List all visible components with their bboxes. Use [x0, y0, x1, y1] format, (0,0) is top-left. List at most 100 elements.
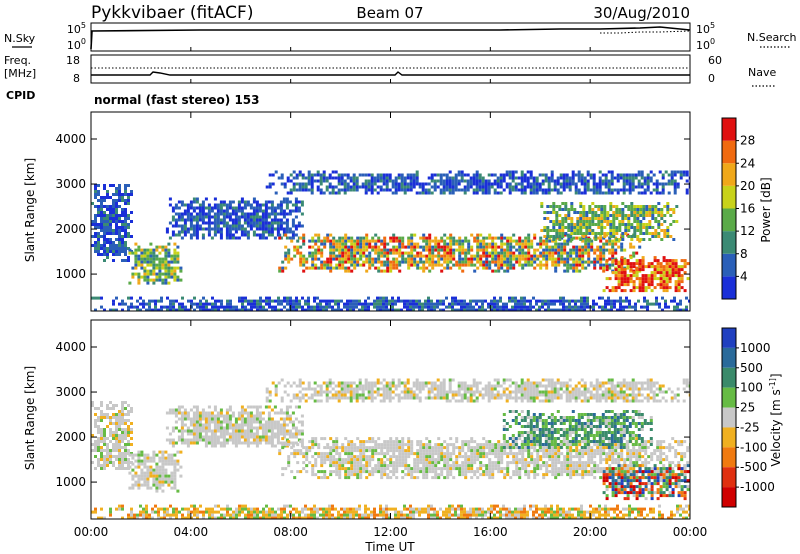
- heatmap-cell: [449, 245, 453, 249]
- heatmap-cell: [491, 260, 495, 264]
- heatmap-cell: [575, 260, 579, 264]
- heatmap-cell: [355, 185, 359, 189]
- heatmap-cell: [428, 260, 432, 264]
- heatmap-cell: [476, 251, 480, 255]
- heatmap-cell: [385, 305, 388, 309]
- heatmap-cell: [464, 248, 468, 252]
- heatmap-cell: [216, 426, 220, 430]
- heatmap-cell: [271, 182, 275, 186]
- heatmap-cell: [680, 265, 684, 269]
- heatmap-cell: [294, 435, 298, 439]
- heatmap-cell: [490, 387, 494, 391]
- heatmap-cell: [526, 381, 530, 385]
- heatmap-cell: [558, 226, 562, 229]
- heatmap-cell: [349, 393, 353, 397]
- heatmap-cell: [118, 232, 121, 235]
- heatmap-cell: [94, 247, 97, 250]
- heatmap-cell: [457, 299, 460, 303]
- heatmap-cell: [180, 435, 184, 439]
- heatmap-cell: [677, 271, 681, 275]
- heatmap-cell: [596, 254, 600, 258]
- heatmap-cell: [106, 220, 109, 223]
- heatmap-cell: [654, 217, 658, 220]
- heatmap-cell: [201, 429, 205, 433]
- heatmap-cell: [606, 217, 610, 220]
- heatmap-cell: [195, 435, 199, 439]
- heatmap-cell: [352, 390, 356, 394]
- heatmap-cell: [572, 236, 576, 240]
- heatmap-cell: [641, 268, 645, 272]
- heatmap-cell: [246, 426, 250, 430]
- heatmap-cell: [581, 236, 585, 240]
- heatmap-cell: [276, 203, 280, 207]
- heatmap-cell: [158, 459, 162, 463]
- heatmap-cell: [562, 302, 565, 306]
- heatmap-cell: [301, 173, 305, 177]
- heatmap-cell: [252, 438, 256, 442]
- heatmap-cell: [413, 257, 417, 261]
- heatmap-cell: [415, 299, 418, 303]
- heatmap-cell: [127, 428, 130, 431]
- heatmap-cell: [478, 393, 482, 397]
- heatmap-cell: [592, 185, 596, 189]
- heatmap-cell: [100, 229, 103, 232]
- heatmap-cell: [662, 271, 666, 275]
- heatmap-cell: [338, 263, 342, 267]
- heatmap-cell: [373, 390, 377, 394]
- heatmap-cell: [400, 188, 404, 192]
- heatmap-cell: [536, 248, 540, 252]
- heatmap-cell: [250, 302, 253, 306]
- heatmap-cell: [127, 419, 130, 422]
- heatmap-cell: [649, 302, 652, 306]
- heatmap-cell: [574, 302, 577, 306]
- heatmap-cell: [228, 233, 232, 237]
- heatmap-cell: [395, 263, 399, 267]
- heatmap-cell: [241, 302, 244, 306]
- heatmap-cell: [642, 226, 646, 229]
- heatmap-cell: [240, 429, 244, 433]
- heatmap-cell: [409, 393, 413, 397]
- heatmap-cell: [222, 417, 226, 421]
- heatmap-cell: [631, 176, 635, 180]
- heatmap-cell: [195, 218, 199, 222]
- heatmap-cell: [195, 230, 199, 234]
- heatmap-cell: [607, 185, 611, 189]
- heatmap-cell: [467, 239, 471, 243]
- heatmap-cell: [143, 278, 147, 282]
- heatmap-cell: [545, 263, 549, 267]
- heatmap-cell: [237, 441, 241, 445]
- heatmap-cell: [502, 390, 506, 394]
- heatmap-cell: [189, 423, 193, 427]
- heatmap-cell: [299, 254, 303, 258]
- heatmap-cell: [543, 217, 547, 220]
- heatmap-cell: [376, 185, 380, 189]
- heatmap-cell: [542, 239, 546, 243]
- heatmap-cell: [657, 214, 661, 217]
- heatmap-cell: [103, 214, 106, 217]
- heatmap-cell: [97, 440, 100, 443]
- heatmap-cell: [596, 260, 600, 264]
- heatmap-cell: [311, 245, 315, 249]
- heatmap-cell: [253, 305, 256, 309]
- heatmap-cell: [478, 381, 482, 385]
- heatmap-cell: [222, 426, 226, 430]
- heatmap-cell: [391, 384, 395, 388]
- heatmap-cell: [479, 233, 483, 237]
- heatmap-cell: [118, 253, 121, 256]
- heatmap-cell: [463, 305, 466, 309]
- heatmap-cell: [639, 205, 643, 208]
- heatmap-cell: [240, 417, 244, 421]
- heatmap-cell: [652, 188, 656, 192]
- heatmap-cell: [186, 218, 190, 222]
- heatmap-cell: [403, 381, 407, 385]
- heatmap-cell: [189, 215, 193, 219]
- heatmap-cell: [198, 203, 202, 207]
- heatmap-cell: [365, 233, 369, 237]
- heatmap-cell: [442, 384, 446, 388]
- heatmap-cell: [430, 299, 433, 303]
- heatmap-cell: [249, 212, 253, 216]
- heatmap-cell: [146, 483, 150, 487]
- heatmap-cell: [598, 182, 602, 186]
- heatmap-cell: [449, 236, 453, 240]
- heatmap-cell: [659, 268, 663, 272]
